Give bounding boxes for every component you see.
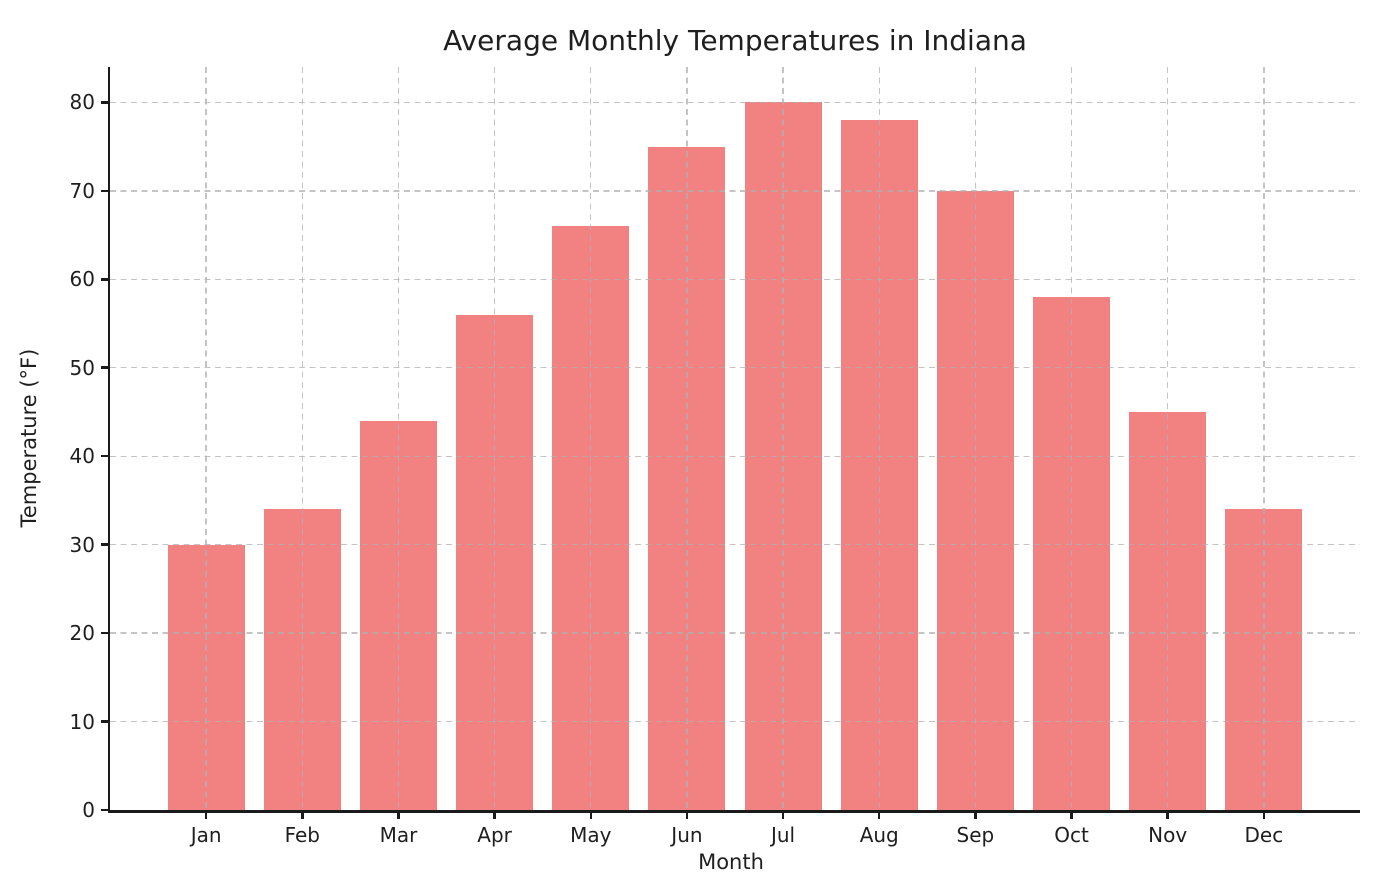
x-axis-label: Month bbox=[698, 850, 764, 874]
y-tick-label-60: 60 bbox=[69, 267, 95, 292]
bar-aug bbox=[840, 120, 918, 810]
y-axis-spine bbox=[107, 67, 110, 813]
y-tick-label-40: 40 bbox=[69, 444, 95, 469]
x-tick-nov bbox=[1166, 810, 1169, 819]
y-tick-label-10: 10 bbox=[69, 709, 95, 734]
bar-jan bbox=[167, 544, 245, 810]
x-tick-label-jun: Jun bbox=[671, 823, 703, 847]
x-tick-sep bbox=[974, 810, 977, 819]
bars-layer bbox=[110, 67, 1360, 810]
plot-area bbox=[110, 67, 1360, 810]
y-tick-30 bbox=[101, 543, 110, 546]
x-tick-jul bbox=[781, 810, 785, 819]
bar-jul bbox=[744, 102, 822, 810]
x-tick-label-mar: Mar bbox=[379, 823, 418, 847]
x-tick-oct bbox=[1070, 810, 1073, 819]
x-tick-aug bbox=[877, 810, 881, 819]
y-tick-label-70: 70 bbox=[69, 178, 95, 203]
x-tick-feb bbox=[301, 810, 304, 819]
bar-mar bbox=[359, 420, 437, 810]
x-tick-label-apr: Apr bbox=[477, 823, 512, 847]
x-axis-spine bbox=[107, 810, 1360, 813]
y-tick-label-30: 30 bbox=[69, 532, 95, 557]
x-tick-label-may: May bbox=[570, 823, 612, 847]
y-tick-label-20: 20 bbox=[69, 621, 95, 646]
y-tick-label-50: 50 bbox=[69, 355, 95, 380]
x-tick-label-sep: Sep bbox=[956, 823, 995, 847]
bar-dec bbox=[1225, 509, 1303, 810]
x-tick-label-oct: Oct bbox=[1054, 823, 1089, 847]
x-tick-jun bbox=[685, 810, 689, 819]
bar-jun bbox=[648, 146, 726, 810]
x-tick-may bbox=[589, 810, 593, 819]
y-tick-40 bbox=[101, 454, 110, 458]
y-tick-60 bbox=[101, 278, 110, 281]
x-tick-jan bbox=[204, 810, 208, 819]
y-tick-20 bbox=[101, 631, 110, 635]
chart-title: Average Monthly Temperatures in Indiana bbox=[443, 24, 1027, 57]
y-tick-0 bbox=[101, 808, 110, 812]
x-tick-label-nov: Nov bbox=[1148, 823, 1188, 847]
bar-may bbox=[552, 226, 630, 810]
y-tick-10 bbox=[101, 720, 110, 723]
bar-apr bbox=[456, 314, 534, 810]
x-tick-apr bbox=[493, 810, 496, 819]
bar-oct bbox=[1033, 296, 1111, 810]
y-tick-70 bbox=[101, 189, 110, 193]
y-tick-50 bbox=[101, 366, 110, 369]
x-tick-label-jul: Jul bbox=[770, 823, 796, 847]
x-tick-label-jan: Jan bbox=[190, 823, 222, 847]
bar-nov bbox=[1129, 411, 1207, 810]
x-tick-mar bbox=[397, 810, 400, 819]
x-tick-label-dec: Dec bbox=[1244, 823, 1284, 847]
y-tick-label-0: 0 bbox=[82, 798, 95, 822]
bar-sep bbox=[936, 190, 1014, 810]
x-tick-label-aug: Aug bbox=[859, 823, 899, 847]
y-tick-80 bbox=[101, 101, 110, 104]
x-tick-label-feb: Feb bbox=[284, 823, 320, 847]
bar-feb bbox=[263, 509, 341, 810]
x-tick-dec bbox=[1262, 810, 1266, 819]
y-tick-label-80: 80 bbox=[69, 90, 95, 115]
